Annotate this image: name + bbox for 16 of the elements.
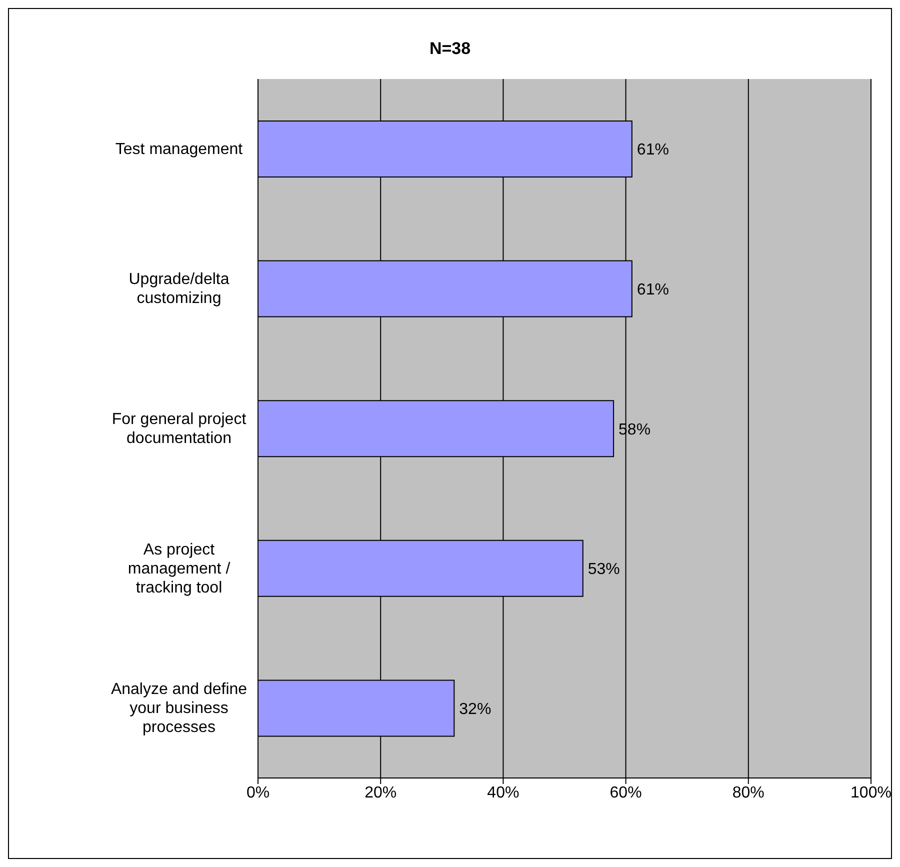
data-label: 61% (636, 142, 669, 159)
x-tick-label: 100% (850, 784, 892, 802)
x-tick-label: 0% (246, 784, 270, 802)
y-tick-label: Analyze and define your business processes (110, 680, 248, 736)
y-tick-label: Test management (115, 140, 244, 158)
data-label: 53% (588, 561, 620, 578)
y-tick-label: For general project documentation (112, 410, 247, 446)
data-label: 32% (459, 700, 492, 718)
x-tick-label: 20% (364, 784, 397, 802)
x-tick-label: 80% (732, 784, 764, 802)
x-tick-label: 40% (487, 784, 520, 802)
y-tick-label: As project management / tracking tool (128, 540, 231, 596)
x-tick-label: 60% (610, 784, 642, 802)
chart-title: N=38 (428, 39, 472, 59)
data-label: 61% (636, 281, 669, 298)
y-tick-label: Upgrade/delta customizing (128, 270, 230, 307)
